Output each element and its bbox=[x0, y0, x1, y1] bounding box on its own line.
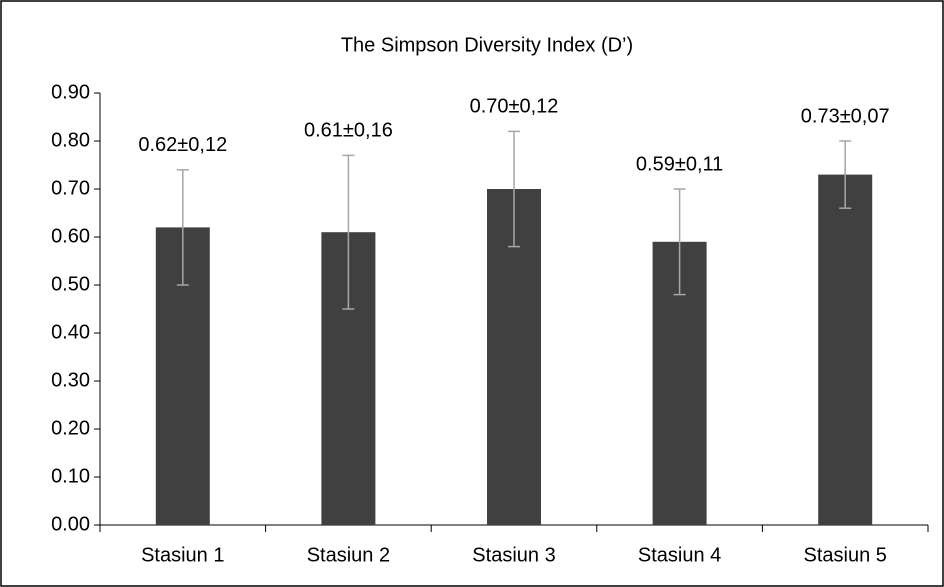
error-bar bbox=[673, 188, 686, 296]
chart-title: The Simpson Diversity Index (D’) bbox=[341, 34, 633, 56]
x-tick-label: Stasiun 1 bbox=[141, 544, 224, 566]
error-bar bbox=[839, 140, 852, 209]
y-tick-label: 0.10 bbox=[51, 465, 90, 487]
y-tick-label: 0.70 bbox=[51, 177, 90, 199]
error-bar bbox=[176, 169, 189, 286]
x-tick-label: Stasiun 3 bbox=[472, 544, 555, 566]
value-label: 0.73±0,07 bbox=[801, 105, 890, 127]
x-tick-label: Stasiun 2 bbox=[307, 544, 390, 566]
error-bar bbox=[508, 130, 520, 248]
value-label: 0.70±0,12 bbox=[470, 96, 559, 118]
y-tick-label: 0.60 bbox=[51, 225, 90, 247]
value-label: 0.61±0,16 bbox=[304, 120, 393, 142]
x-tick-label: Stasiun 4 bbox=[638, 544, 721, 566]
y-tick-label: 0.40 bbox=[51, 321, 90, 343]
value-label: 0.59±0,11 bbox=[636, 153, 723, 175]
y-tick-label: 0.20 bbox=[51, 417, 90, 439]
value-label: 0.62±0,12 bbox=[138, 134, 227, 156]
y-tick-label: 0.30 bbox=[51, 369, 90, 391]
y-tick-label: 0.80 bbox=[51, 129, 90, 151]
x-tick-label: Stasiun 5 bbox=[804, 544, 887, 566]
y-tick-label: 0.00 bbox=[51, 513, 90, 535]
error-bar bbox=[342, 154, 355, 310]
y-tick-label: 0.90 bbox=[51, 81, 90, 103]
bar bbox=[818, 174, 873, 525]
y-tick-label: 0.50 bbox=[51, 273, 90, 295]
